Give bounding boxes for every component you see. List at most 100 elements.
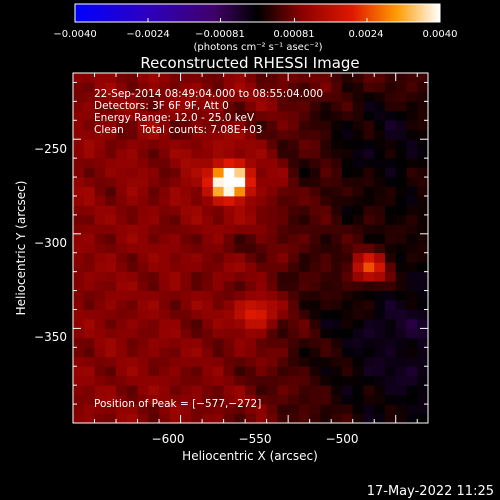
heatmap-cell — [83, 214, 95, 225]
heatmap-cell — [331, 158, 343, 168]
heatmap-cell — [309, 337, 321, 348]
heatmap-cell — [234, 167, 246, 178]
heatmap-cell — [137, 91, 149, 102]
heatmap-cell — [266, 120, 278, 131]
heatmap-cell — [116, 101, 128, 112]
heatmap-cell — [159, 186, 171, 197]
heatmap-cell — [212, 300, 225, 310]
heatmap-cell — [277, 394, 289, 405]
heatmap-cell — [266, 82, 278, 93]
heatmap-cell — [417, 404, 429, 414]
colorbar-tick-label: 0.00081 — [273, 29, 314, 40]
heatmap-cell — [169, 281, 181, 291]
heatmap-cell — [223, 271, 235, 282]
heatmap-cell — [406, 214, 418, 225]
heatmap-cell — [169, 167, 181, 178]
heatmap-cell — [73, 300, 85, 310]
heatmap-cell — [202, 224, 214, 235]
heatmap-cell — [266, 233, 278, 244]
heatmap-cell — [202, 347, 214, 358]
heatmap-cell — [309, 290, 321, 301]
heatmap-cell — [169, 91, 181, 102]
heatmap-cell — [374, 290, 386, 301]
heatmap-cell — [384, 158, 397, 168]
heatmap-cell — [395, 205, 407, 216]
heatmap-cell — [116, 337, 128, 348]
heatmap-cell — [116, 82, 128, 93]
heatmap-cell — [298, 224, 311, 235]
heatmap-cell — [406, 252, 418, 263]
heatmap-cell — [395, 281, 407, 291]
heatmap-cell — [255, 281, 268, 291]
heatmap-cell — [223, 366, 235, 377]
heatmap-cell — [116, 404, 128, 414]
heatmap-cell — [374, 337, 386, 348]
heatmap-cell — [331, 186, 343, 197]
heatmap-cell — [202, 139, 214, 150]
heatmap-cell — [406, 224, 418, 235]
heatmap-cell — [406, 404, 418, 414]
heatmap-cell — [245, 186, 257, 197]
heatmap-cell — [320, 158, 332, 168]
heatmap-cell — [417, 262, 429, 273]
heatmap-cell — [384, 309, 397, 320]
heatmap-cell — [73, 243, 85, 254]
heatmap-cell — [406, 139, 418, 150]
heatmap-cell — [341, 167, 354, 178]
heatmap-cell — [255, 73, 268, 83]
heatmap-cell — [406, 281, 418, 291]
heatmap-cell — [331, 195, 343, 206]
heatmap-cell — [245, 91, 257, 102]
heatmap-cell — [363, 148, 375, 159]
heatmap-cell — [406, 205, 418, 216]
heatmap-cell — [298, 139, 311, 150]
heatmap-cell — [169, 82, 181, 93]
heatmap-cell — [352, 243, 364, 254]
heatmap-cell — [94, 318, 106, 329]
heatmap-cell — [202, 271, 214, 282]
heatmap-cell — [363, 300, 375, 310]
heatmap-cell — [417, 356, 429, 367]
heatmap-cell — [341, 366, 354, 377]
heatmap-cell — [169, 290, 181, 301]
heatmap-cell — [320, 347, 332, 358]
heatmap-cell — [417, 110, 429, 121]
heatmap-cell — [352, 224, 364, 235]
heatmap-cell — [277, 101, 289, 112]
heatmap-cell — [116, 281, 128, 291]
heatmap-cell — [352, 394, 364, 405]
heatmap-cell — [83, 186, 95, 197]
heatmap-cell — [137, 404, 149, 414]
heatmap-cell — [374, 91, 386, 102]
heatmap-cell — [288, 385, 300, 396]
heatmap-cell — [234, 252, 246, 263]
heatmap-cell — [212, 148, 225, 159]
heatmap-cell — [245, 252, 257, 263]
heatmap-cell — [331, 252, 343, 263]
heatmap-cell — [126, 366, 138, 377]
heatmap-cell — [384, 195, 397, 206]
heatmap-cell — [298, 375, 311, 386]
heatmap-cell — [223, 262, 235, 273]
heatmap-cell — [116, 262, 128, 273]
heatmap-cell — [298, 243, 311, 254]
heatmap-cell — [352, 214, 364, 225]
heatmap-cell — [245, 281, 257, 291]
heatmap-cell — [94, 300, 106, 310]
heatmap-cell — [341, 271, 354, 282]
peak-position-label: Position of Peak = [−577,−272] — [94, 398, 261, 410]
heatmap-cell — [126, 205, 138, 216]
heatmap-cell — [298, 91, 311, 102]
heatmap-cell — [384, 148, 397, 159]
heatmap-cell — [245, 385, 257, 396]
heatmap-cell — [202, 120, 214, 131]
heatmap-cell — [83, 356, 95, 367]
heatmap-cell — [180, 158, 192, 168]
heatmap-cell — [395, 375, 407, 386]
heatmap-cell — [202, 300, 214, 310]
heatmap-cell — [331, 300, 343, 310]
heatmap-cell — [159, 205, 171, 216]
heatmap-cell — [169, 205, 181, 216]
heatmap-cell — [126, 290, 138, 301]
heatmap-cell — [191, 281, 203, 291]
